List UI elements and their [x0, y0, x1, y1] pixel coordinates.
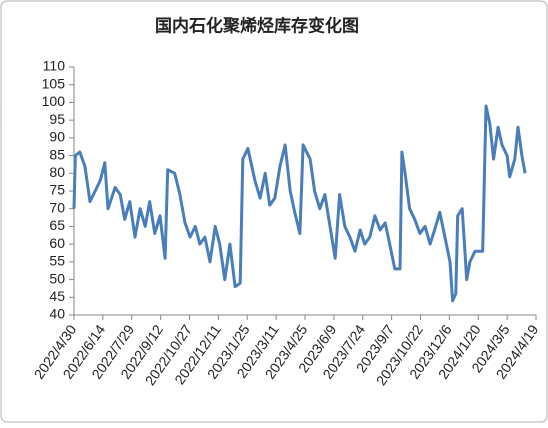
y-tick-label: 110	[43, 58, 66, 74]
y-tick-label: 80	[49, 164, 65, 180]
y-tick-label: 65	[49, 217, 65, 233]
y-tick-label: 70	[49, 199, 65, 215]
y-tick-label: 85	[49, 146, 65, 162]
y-tick-label: 50	[49, 270, 65, 286]
y-tick-label: 100	[42, 93, 66, 109]
y-tick-label: 60	[49, 235, 65, 251]
y-tick-label: 55	[49, 253, 65, 269]
y-tick-label: 40	[49, 306, 65, 322]
y-tick-label: 75	[49, 182, 65, 198]
y-tick-label: 90	[49, 129, 65, 145]
data-line	[72, 104, 527, 303]
y-tick-label: 105	[42, 75, 66, 91]
chart-title: 国内石化聚烯烃库存变化图	[155, 16, 359, 37]
y-tick-label: 45	[49, 288, 65, 304]
y-tick-label: 95	[49, 111, 65, 127]
